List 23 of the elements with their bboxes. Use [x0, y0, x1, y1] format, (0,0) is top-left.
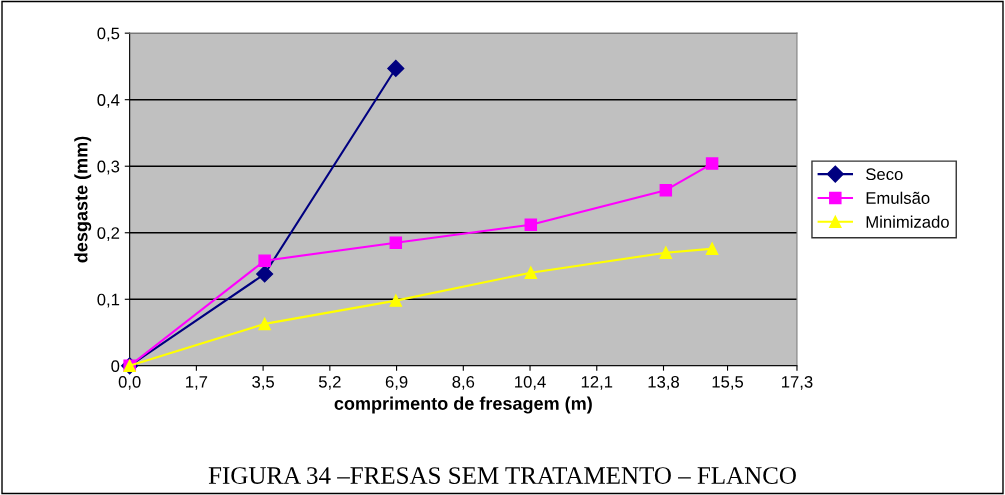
y-tick-label: 0,3	[97, 160, 120, 175]
x-tick-label: 1,7	[186, 376, 208, 390]
x-tick-label: 13,8	[648, 375, 679, 390]
y-tick-label: 0,2	[97, 227, 120, 241]
legend-label: Minimizado	[866, 215, 949, 228]
x-tick-label: 12,1	[581, 375, 613, 390]
legend-label: Seco	[866, 168, 903, 181]
x-tick-label: 0,0	[118, 375, 141, 390]
x-tick-label: 10,4	[515, 375, 546, 390]
x-tick-label: 6,9	[385, 375, 408, 390]
legend-label: Emulsão	[866, 191, 930, 204]
x-tick-label: 8,6	[452, 375, 475, 390]
x-tick-label: 15,5	[712, 376, 744, 390]
y-tick-label: 0,4	[97, 94, 120, 108]
y-tick-label: 0,5	[97, 27, 120, 42]
x-axis-title: comprimento de fresagem (m)	[334, 396, 592, 414]
text: FIGURA 34 –FRESAS SEM TRATAMENTO – FLANCO	[208, 467, 796, 484]
x-tick-label: 5,2	[318, 375, 341, 390]
y-axis-title: desgaste (mm)	[74, 136, 92, 263]
x-tick-label: 17,3	[782, 375, 813, 390]
x-tick-label: 3,5	[252, 375, 274, 390]
y-tick-label: 0	[111, 360, 120, 373]
y-tick-label: 0,1	[97, 293, 120, 308]
